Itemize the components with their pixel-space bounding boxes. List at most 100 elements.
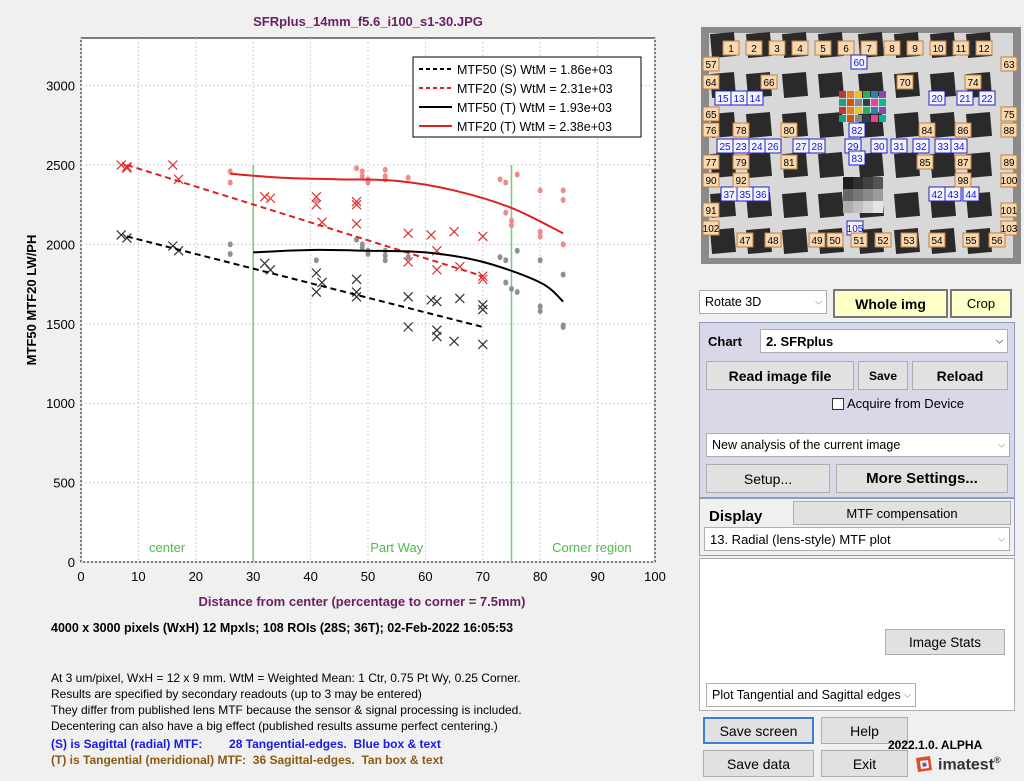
setup-button[interactable]: Setup... [706,464,830,493]
blue-roi-label: 105 [847,224,864,235]
tangential-dot [405,254,411,261]
gray-patch [853,201,863,213]
tangential-dot [537,228,543,235]
tangential-dot [354,165,360,172]
plot-edges-dropdown[interactable]: Plot Tangential and Sagittal edges ⌵ [706,683,916,707]
acquire-checkbox[interactable] [832,398,844,410]
tan-roi-label: 90 [705,176,717,187]
y-tick-label: 2500 [46,158,75,173]
tan-roi-label: 53 [903,236,915,247]
tan-roi-label: 75 [1003,110,1015,121]
tangential-dot [537,308,543,315]
sagittal-marker [265,193,276,204]
blue-roi-label: 30 [873,142,885,153]
top-roi-label-box [768,40,786,56]
blue-roi-label-box [890,138,908,154]
color-patch [863,107,870,114]
brand-name: imatest [938,756,995,774]
display-panel: Display MTF compensation 13. Radial (len… [699,498,1015,556]
top-roi-label: 12 [978,44,990,55]
tan-roi-label-box [702,74,720,90]
tan-roi-label: 88 [1003,126,1015,137]
blue-roi-label: 36 [755,190,767,201]
crop-button[interactable]: Crop [950,289,1012,318]
y-tick-label: 3000 [46,79,75,94]
gray-patch [863,189,873,201]
image-stats-button[interactable]: Image Stats [885,629,1005,655]
x-axis-label: Distance from center (percentage to corn… [199,594,526,609]
color-patch [855,99,862,106]
tan-roi-label: 85 [919,158,931,169]
x-tick-label: 90 [590,569,604,584]
blue-roi-label-box [764,138,782,154]
analysis-value: New analysis of the current image [712,438,901,452]
legend-entry: MTF20 (T) WtM = 2.38e+03 [457,120,612,134]
rotate-dropdown[interactable]: Rotate 3D ⌵ [699,290,827,314]
help-button[interactable]: Help [821,717,908,744]
sagittal-marker [403,228,414,239]
color-patch [847,115,854,122]
exit-button[interactable]: Exit [821,750,908,777]
slanted-square [817,151,845,179]
tangential-dot [497,254,503,261]
tan-roi-label-box [732,172,750,188]
color-patch [879,115,886,122]
slanted-square [929,111,957,139]
tan-roi-label-box [1000,56,1018,72]
blue-roi-label-box [848,122,866,138]
display-dropdown[interactable]: 13. Radial (lens-style) MTF plot ⌵ [704,527,1010,551]
tan-roi-label: 64 [705,78,717,89]
tan-roi-label: 98 [957,176,969,187]
read-image-button[interactable]: Read image file [706,361,854,390]
tangential-dot [509,217,514,224]
blue-roi-label: 82 [851,126,863,137]
tangential-dot [227,241,233,248]
save-screen-button[interactable]: Save screen [703,717,814,744]
blue-roi-label: 35 [739,190,751,201]
top-roi-label: 4 [797,44,803,55]
color-patch [879,99,886,106]
chart-dropdown[interactable]: 2. SFRplus ⌵ [760,329,1008,353]
x-tick-label: 60 [418,569,432,584]
imatest-logo-icon [914,754,934,774]
tan-roi-label-box [760,74,778,90]
blue-roi-label: 28 [811,142,823,153]
tangential-dot [503,209,509,216]
tan-roi-label: 100 [1001,176,1018,187]
gray-patch [873,201,883,213]
save-data-button[interactable]: Save data [703,750,814,777]
chevron-down-icon: ⌵ [904,689,911,700]
gray-patch [863,201,873,213]
analysis-dropdown[interactable]: New analysis of the current image ⌵ [706,433,1010,457]
sagittal-marker [403,322,414,332]
top-roi-label-box [906,40,924,56]
slanted-square [781,71,809,99]
whole-img-button[interactable]: Whole img [833,289,948,318]
y-tick-label: 2000 [46,237,75,252]
tangential-dot [503,257,509,264]
tan-roi-label: 65 [705,110,717,121]
axis-ticks: 0 10 20 30 40 50 60 70 80 90 100050010001500200025… [46,79,666,584]
more-settings-button[interactable]: More Settings... [836,464,1008,493]
mtf-compensation-button[interactable]: MTF compensation [793,501,1011,525]
sagittal-marker [351,218,362,229]
imatest-brand: imatest® [938,755,1001,774]
sagittal-marker [431,264,442,275]
top-roi-label-box [929,40,947,56]
tan-roi-label-box [702,172,720,188]
color-patch [855,115,862,122]
blue-roi-label: 24 [751,142,763,153]
secondary-panel: Image Stats Plot Tangential and Sagittal… [699,558,1015,711]
tan-roi-label-box [702,122,720,138]
slanted-square [745,151,773,179]
tangential-dot [359,173,365,180]
sagittal-marker [259,191,270,202]
slanted-square [745,111,773,139]
chart-thumbnail[interactable]: 1 2 3 4 5 6 7 8 9 10 11 12 60 15 13 14 20 21 22 82 25 23 24 26 2… [701,27,1021,264]
tan-roi-label-box [702,106,720,122]
save-button[interactable]: Save [858,361,908,390]
reload-button[interactable]: Reload [912,361,1008,390]
blue-roi-label: 43 [947,190,959,201]
tan-roi-label: 103 [1001,224,1018,235]
x-tick-label: 20 [189,569,203,584]
